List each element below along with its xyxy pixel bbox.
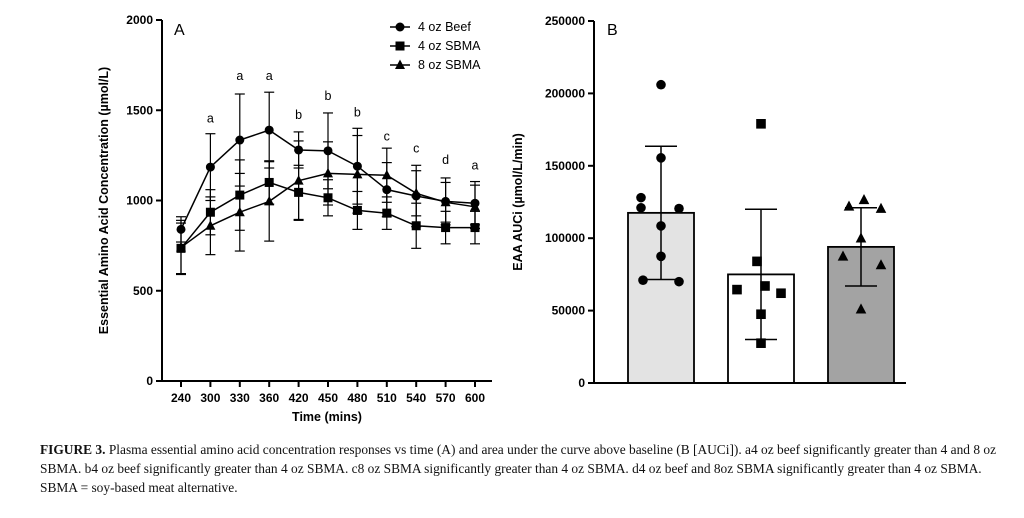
y-axis-title: Essential Amino Acid Concentration (µmol… (97, 67, 111, 334)
individual-point (756, 119, 766, 129)
data-point (441, 223, 451, 233)
individual-point (776, 288, 786, 299)
significance-letter: a (236, 69, 243, 83)
individual-point (636, 192, 646, 203)
data-point (205, 220, 216, 230)
individual-point (760, 281, 770, 291)
significance-letter: a (207, 112, 214, 126)
panel-a: 0 500 1000 1500 2000 240 300 330 360 420 450 480 510… (97, 13, 492, 424)
y-tick-label: 150000 (545, 159, 585, 173)
y-tick-label: 2000 (126, 13, 153, 27)
individual-points-triangle (837, 194, 887, 314)
x-tick-label: 360 (259, 391, 279, 405)
data-point (352, 168, 363, 179)
y-tick-label: 0 (578, 376, 585, 390)
individual-point (875, 202, 887, 213)
data-point (470, 201, 480, 211)
figure-label: FIGURE 3. (40, 442, 106, 457)
data-point (205, 162, 215, 172)
y-tick-label: 200000 (545, 86, 585, 100)
y-tick-label: 250000 (545, 14, 585, 28)
panel-label-a: A (174, 22, 185, 39)
x-tick-label: 420 (289, 391, 309, 405)
individual-point (656, 153, 666, 163)
significance-letter: a (472, 159, 479, 173)
individual-point (638, 275, 648, 285)
legend-marker (395, 22, 405, 32)
x-axis-title: Time (mins) (292, 410, 362, 424)
y-tick-label: 50000 (552, 304, 586, 318)
data-point (382, 208, 392, 218)
y-tick-label: 1500 (126, 103, 153, 117)
individual-point (636, 202, 646, 213)
legend-label: 8 oz SBMA (418, 58, 481, 72)
x-tick-label: 240 (171, 391, 191, 405)
panel-b: 0 50000 100000 150000 200000 250000 EAA AUCi (… (511, 14, 906, 390)
legend-marker (395, 59, 405, 69)
x-tick-label: 330 (230, 391, 250, 405)
x-tick-label: 540 (406, 391, 426, 405)
x-tick-label: 600 (465, 391, 485, 405)
legend-marker (395, 41, 405, 51)
data-point (264, 125, 274, 135)
individual-point (855, 232, 867, 243)
data-point (411, 221, 421, 231)
significance-letter: b (354, 105, 361, 119)
data-point (411, 187, 422, 198)
significance-letter: b (295, 108, 302, 122)
significance-letter: b (325, 89, 332, 103)
figure-canvas: 0 500 1000 1500 2000 240 300 330 360 420 450 480 510… (97, 13, 906, 424)
x-tick-label: 570 (436, 391, 456, 405)
significance-letter: c (413, 141, 419, 155)
data-point (234, 206, 245, 217)
individual-point (674, 203, 684, 214)
individual-point (656, 221, 666, 231)
y-tick-label: 100000 (545, 231, 585, 245)
significance-letter: a (266, 69, 273, 83)
significance-letter: c (384, 130, 390, 144)
individual-point (656, 79, 666, 90)
data-point (176, 241, 186, 252)
series-triangle (176, 134, 480, 276)
legend-label: 4 oz Beef (418, 20, 471, 34)
individual-points-square (732, 119, 786, 348)
individual-point (855, 303, 867, 314)
y-axis-title: EAA AUCi (µmol/L/min) (511, 133, 525, 271)
individual-point (732, 284, 742, 295)
data-point (381, 169, 392, 180)
y-tick-label: 500 (133, 284, 153, 298)
figure-caption: FIGURE 3. Plasma essential amino acid co… (40, 440, 1000, 497)
legend: 4 oz Beef 4 oz SBMA 8 oz SBMA (390, 20, 481, 72)
data-point (293, 175, 304, 185)
significance-letter: d (442, 153, 449, 167)
x-tick-label: 510 (377, 391, 397, 405)
individual-point (656, 251, 666, 262)
data-point (323, 167, 333, 178)
individual-point (756, 338, 766, 348)
data-point (235, 135, 245, 145)
caption-text: Plasma essential amino acid concentratio… (40, 442, 997, 495)
individual-point (674, 276, 684, 287)
legend-label: 4 oz SBMA (418, 39, 481, 53)
x-tick-label: 450 (318, 391, 338, 405)
individual-point (752, 256, 762, 267)
data-point (440, 196, 451, 207)
data-point (264, 195, 275, 206)
individual-point (837, 250, 849, 261)
individual-point (875, 259, 887, 270)
individual-point (858, 194, 870, 205)
individual-point (843, 200, 855, 211)
y-tick-label: 0 (146, 374, 153, 388)
y-tick-label: 1000 (126, 194, 153, 208)
x-tick-label: 300 (200, 391, 220, 405)
individual-point (756, 309, 766, 320)
x-tick-label: 480 (347, 391, 367, 405)
individual-points-circle (636, 79, 684, 287)
panel-label-b: B (607, 22, 618, 39)
